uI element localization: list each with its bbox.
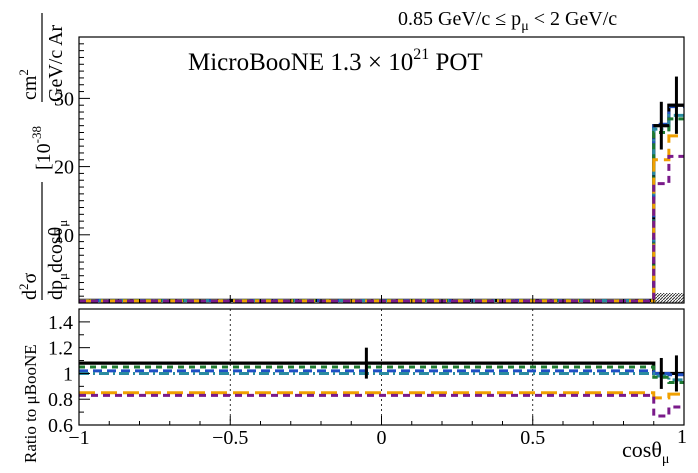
ratio-xlabel: cosθμ — [622, 437, 669, 467]
ratio-ytick-label-2: 1 — [63, 363, 73, 385]
main-series-teal-dashdot — [79, 113, 684, 303]
header-tail: < 2 GeV/c — [529, 8, 618, 30]
main-ytick-label-20: 20 — [54, 157, 74, 179]
title-tail: POT — [429, 49, 482, 76]
ratio-xtick-label-2: 0 — [377, 427, 387, 449]
ratio-series-blue-dash — [79, 369, 684, 377]
yl-bracket: [10 — [33, 143, 55, 170]
ylabel-numerator: d2σ — [16, 273, 41, 301]
yl-dcos: dcosθ — [45, 227, 67, 273]
main-series-orange-longdash — [79, 134, 684, 303]
yl-cm2: 2 — [16, 69, 31, 76]
main-series-black-solid — [79, 103, 684, 303]
main-series-purple-dash — [79, 154, 684, 303]
main-ytick-label-10: 10 — [54, 225, 74, 247]
xlabel-cos: cosθ — [622, 437, 662, 462]
yl-unit: GeV/c Ar — [45, 24, 67, 102]
header-text: 0.85 GeV/c ≤ p — [398, 8, 521, 30]
yl-cm: cm — [19, 75, 41, 100]
title-exp: 21 — [413, 46, 429, 63]
yl-d2: 2 — [16, 284, 31, 291]
title-times: × — [368, 49, 388, 76]
uncertainty-band — [653, 293, 684, 303]
ylabel-denominator: dpμdcosθμ — [45, 220, 70, 300]
ylabel-units: [10-38 — [29, 126, 55, 170]
ratio-xtick-label-0: −1 — [68, 427, 89, 449]
main-series-green-dash — [79, 117, 684, 302]
main-plot-frame — [78, 36, 685, 304]
ratio-ytick-label-3: 1.2 — [48, 338, 73, 360]
main-series-blue-dash — [79, 105, 684, 303]
ratio-xtick-label-3: 0.5 — [520, 427, 545, 449]
yl-mu: μ — [55, 273, 70, 280]
ratio-series-teal-dashdot — [79, 371, 684, 382]
title-main: MicroBooNE 1.3 — [188, 49, 368, 76]
ratio-ytick-label-0: 0.6 — [48, 415, 73, 437]
plot-title: MicroBooNE 1.3 × 1021 POT — [188, 46, 483, 76]
main-ytick-label-30: 30 — [54, 88, 74, 110]
yl-mu2: μ — [55, 220, 70, 227]
header-sub: μ — [521, 19, 529, 34]
ratio-series-purple-dash — [79, 393, 684, 418]
xlabel-sub: μ — [662, 452, 670, 467]
ratio-series-orange-longdash — [79, 391, 684, 400]
yl-d: d — [19, 290, 41, 300]
ylabel-unit-num: cm2 — [16, 69, 41, 100]
yl-dp: dp — [45, 280, 67, 300]
ratio-ylabel: Ratio to μBooNE — [21, 344, 40, 463]
title-ten: 10 — [388, 49, 413, 76]
ratio-xtick-label-1: −0.5 — [212, 427, 248, 449]
ratio-series-green-dash — [79, 365, 684, 384]
ratio-xtick-label-4: 1 — [677, 426, 687, 448]
yl-sigma: σ — [19, 273, 41, 284]
header-momentum-range: 0.85 GeV/c ≤ pμ < 2 GeV/c — [398, 8, 617, 34]
ratio-ytick-label-4: 1.4 — [48, 312, 73, 334]
ratio-ytick-label-1: 0.8 — [48, 389, 73, 411]
yl-exp: -38 — [29, 126, 44, 143]
